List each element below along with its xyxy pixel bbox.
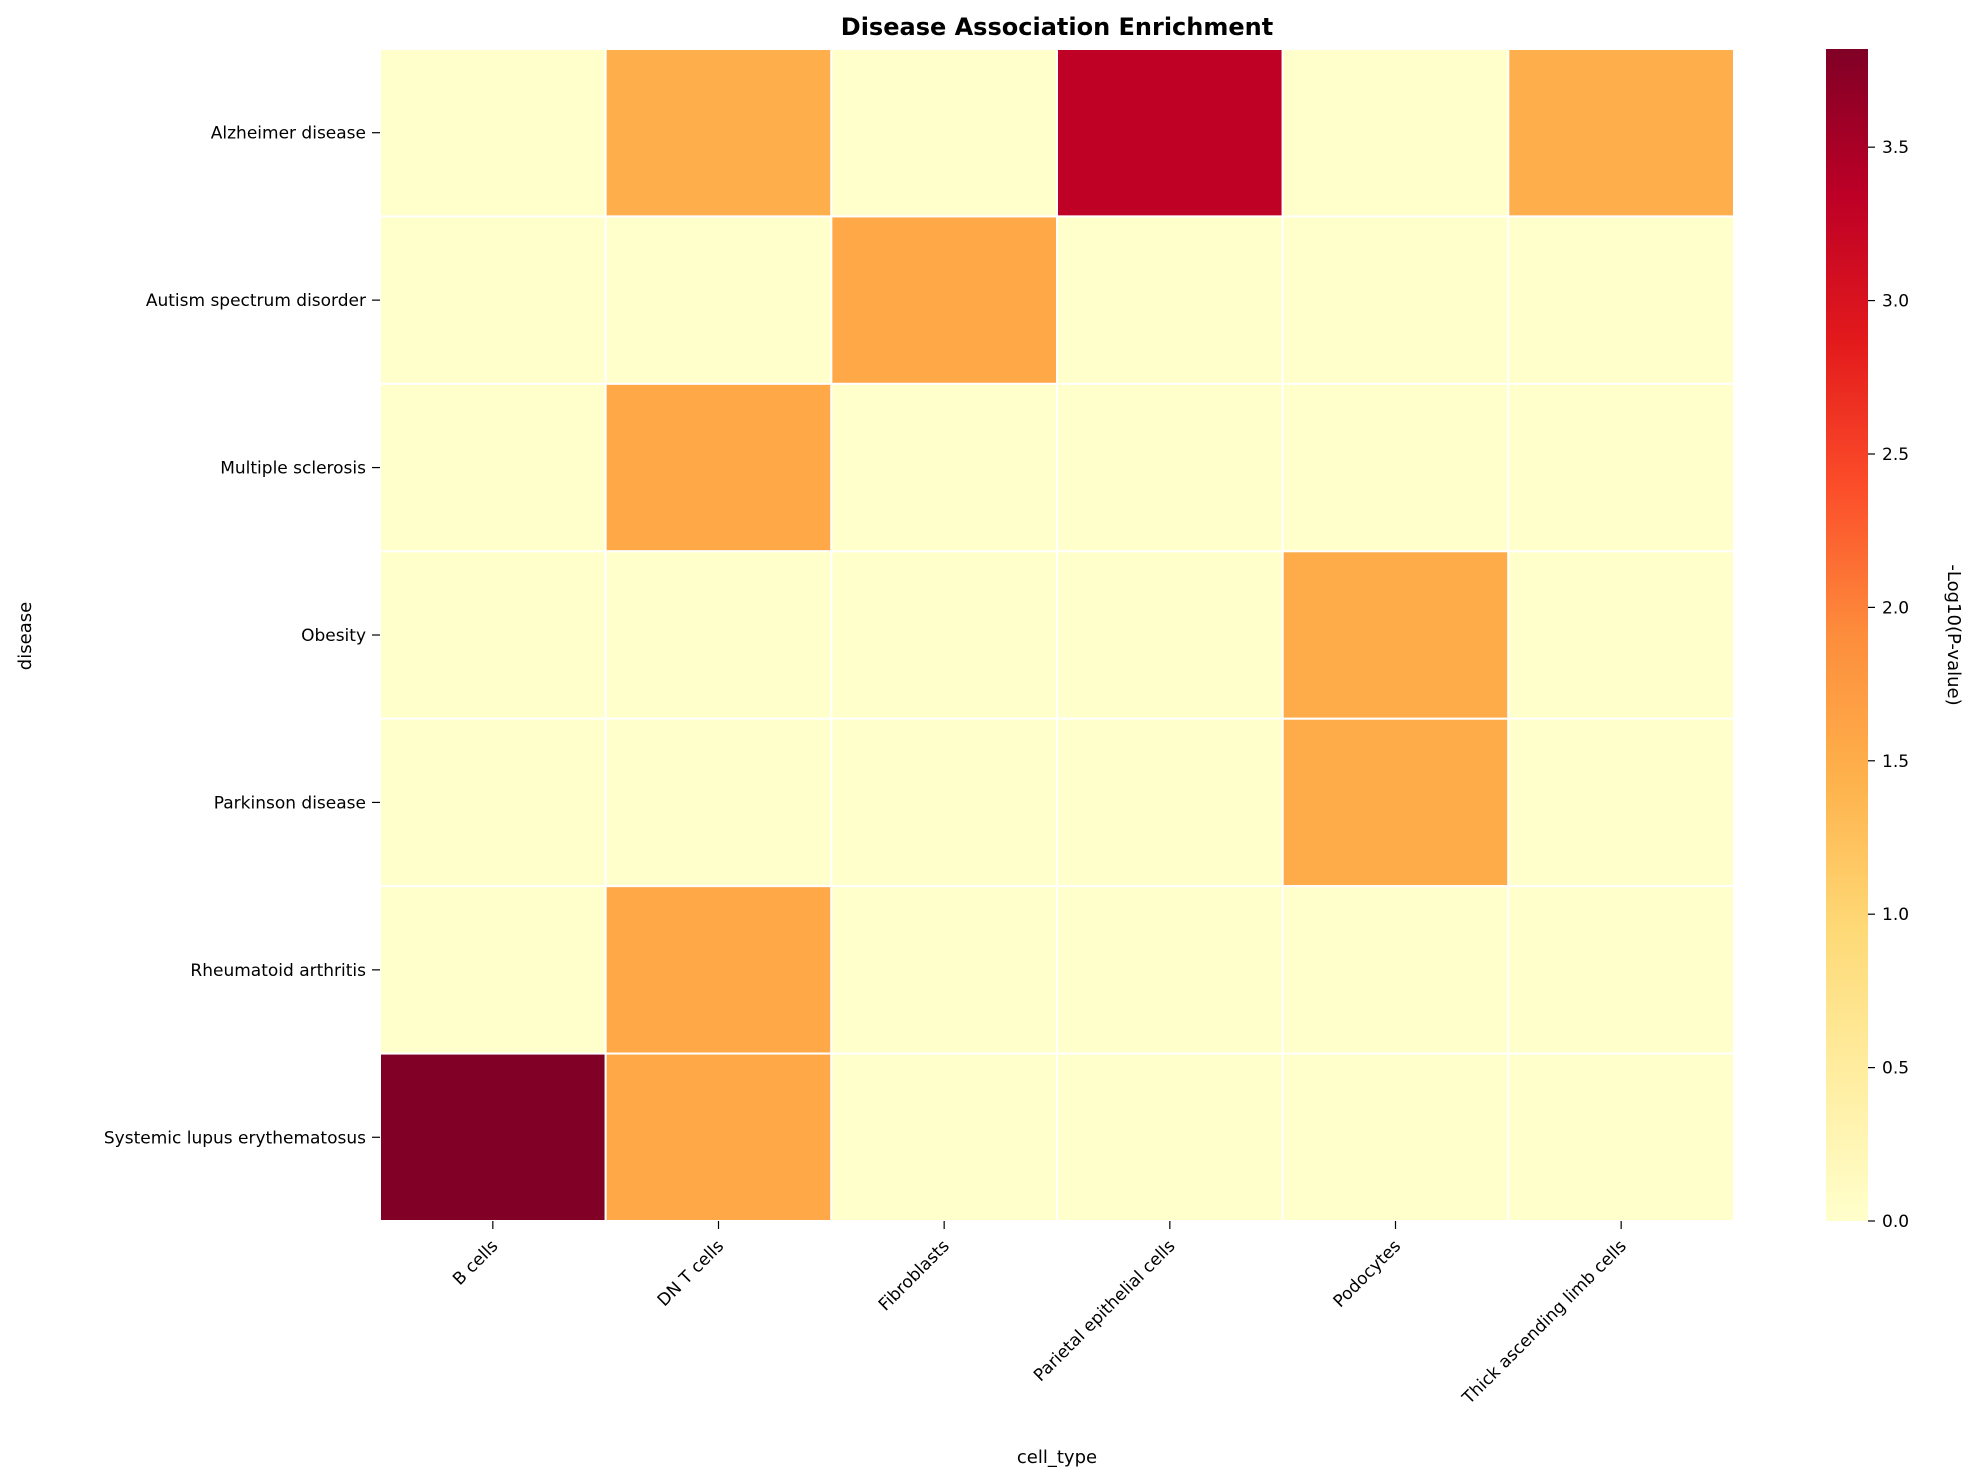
colorbar-ticks: 0.0 0.5 1.0 1.5 2.0 2.5 3.0 3.5 [1868,138,1909,1232]
heatmap-cell [1056,215,1284,385]
heatmap-cell [1056,1052,1284,1222]
heatmap-cell [1281,215,1510,385]
colorbar-tick-label: 0.5 [1882,1059,1909,1079]
heatmap-cell [1056,885,1284,1055]
heatmap-cell [379,885,607,1055]
heatmap-cell [1056,382,1284,553]
heatmap-cell [1507,382,1736,553]
heatmap-cell [1281,382,1510,553]
x-axis-ticks: B cells DN T cells Fibroblasts Parietal epi… [449,1221,1631,1409]
x-tick-label: DN T cells [654,1236,728,1310]
heatmap-cell [604,1052,833,1222]
heatmap-cell [1507,48,1736,218]
heatmap-cell [1507,1052,1736,1222]
x-axis-label: cell_type [1017,1447,1097,1468]
heatmap-cell [1281,48,1510,218]
heatmap-cell [1281,550,1510,720]
heatmap-cell [830,48,1058,218]
x-tick-label: Podocytes [1330,1236,1405,1311]
heatmap-cell [1056,717,1284,888]
heatmap-cell [604,550,833,720]
heatmap-cell [1507,550,1736,720]
heatmap-cell [379,215,607,385]
colorbar-tick-label: 3.0 [1882,292,1909,312]
heatmap-cell [830,382,1058,553]
heatmap-cell [830,885,1058,1055]
heatmap-cell [1056,48,1284,218]
y-tick-label: Alzheimer disease [211,124,366,144]
y-tick-label: Autism spectrum disorder [146,291,366,311]
chart-title: Disease Association Enrichment [841,13,1273,41]
heatmap-cell [830,1052,1058,1222]
y-tick-label: Obesity [301,626,366,646]
y-tick-label: Systemic lupus erythematosus [104,1128,366,1148]
heatmap-cell [604,885,833,1055]
colorbar-tick-label: 0.0 [1882,1212,1909,1232]
x-tick-label: Thick ascending limb cells [1458,1236,1631,1409]
y-tick-label: Parkinson disease [214,793,366,813]
heatmap-cell [604,48,833,218]
colorbar-tick-label: 2.0 [1882,598,1909,618]
heatmap-cell [830,717,1058,888]
heatmap-cell [604,215,833,385]
heatmap-cell [379,382,607,553]
y-tick-label: Multiple sclerosis [220,459,366,479]
heatmap-cell [1281,885,1510,1055]
heatmap-cell [379,550,607,720]
heatmap-cell [379,717,607,888]
heatmap-cell [1507,215,1736,385]
colorbar-tick-label: 1.5 [1882,752,1909,772]
x-tick-label: Parietal epithelial cells [1030,1236,1179,1385]
y-axis-ticks: Alzheimer disease Autism spectrum disorde… [104,124,380,1148]
heatmap-cell [1056,550,1284,720]
heatmap-cell [1281,717,1510,888]
colorbar-tick-label: 2.5 [1882,445,1909,465]
heatmap-cell [604,382,833,553]
x-tick-label: Fibroblasts [875,1236,954,1315]
heatmap-cell [604,717,833,888]
heatmap-cells [379,48,1736,1222]
colorbar-tick-label: 3.5 [1882,138,1909,158]
heatmap-cell [830,550,1058,720]
heatmap-cell [830,215,1058,385]
heatmap-cell [1507,717,1736,888]
heatmap-cell [1507,885,1736,1055]
heatmap-cell [379,48,607,218]
x-tick-label: B cells [449,1236,502,1289]
colorbar [1826,49,1868,1221]
y-axis-label: disease [15,602,36,670]
heatmap-cell [1281,1052,1510,1222]
y-tick-label: Rheumatoid arthritis [190,961,366,981]
colorbar-tick-label: 1.0 [1882,905,1909,925]
heatmap-cell [379,1052,607,1222]
colorbar-label: -Log10(P-value) [1943,564,1964,705]
